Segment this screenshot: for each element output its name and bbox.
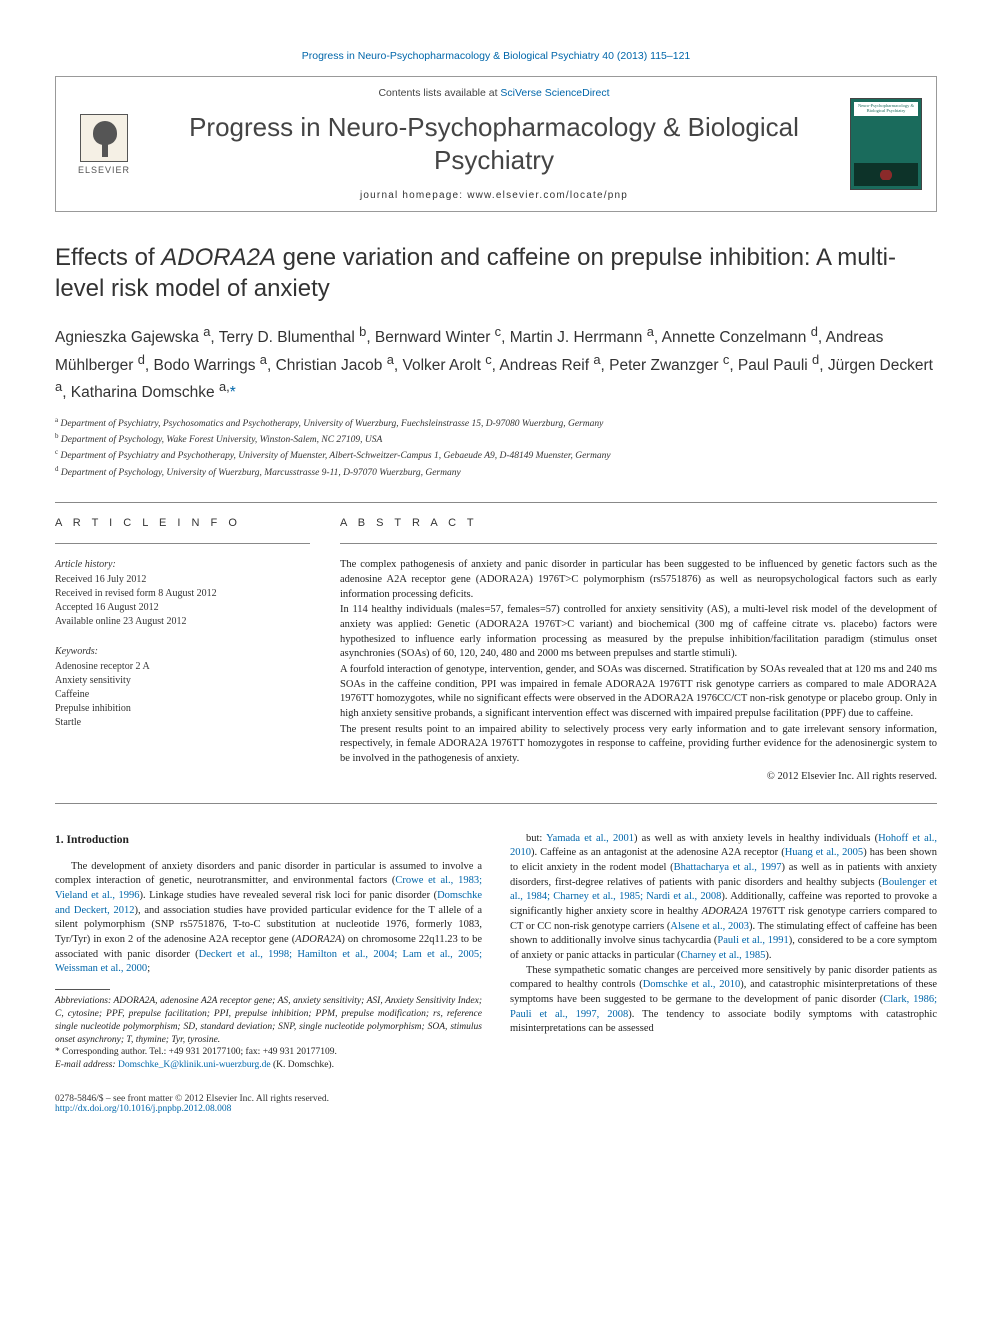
article-info-label: A R T I C L E I N F O	[55, 517, 310, 529]
scidirect-link[interactable]: SciVerse ScienceDirect	[500, 87, 609, 99]
journal-homepage: journal homepage: www.elsevier.com/locat…	[150, 190, 838, 201]
corresponding-author: * Corresponding author. Tel.: +49 931 20…	[55, 1046, 482, 1059]
journal-cover-thumb: Neuro-Psychopharmacology & Biological Ps…	[850, 98, 922, 190]
email-label: E-mail address:	[55, 1060, 118, 1070]
abstract-text: The complex pathogenesis of anxiety and …	[340, 558, 937, 784]
email-suffix: (K. Domschke).	[271, 1060, 334, 1070]
intro-heading: 1. Introduction	[55, 832, 482, 848]
rule-bottom	[55, 803, 937, 804]
elsevier-tree-icon	[80, 114, 128, 162]
rule-info	[55, 543, 310, 544]
cover-art	[854, 120, 918, 186]
copyright-line: © 2012 Elsevier Inc. All rights reserved…	[340, 770, 937, 785]
footnote-rule	[55, 989, 110, 990]
keyword: Prepulse inhibition	[55, 702, 310, 716]
abstract-p2: In 114 healthy individuals (males=57, fe…	[340, 603, 937, 662]
intro-para-left: The development of anxiety disorders and…	[55, 860, 482, 978]
affiliation-line: b Department of Psychology, Wake Forest …	[55, 431, 937, 447]
history-head: Article history:	[55, 558, 310, 572]
keyword: Adenosine receptor 2 A	[55, 660, 310, 674]
abstract-p1: The complex pathogenesis of anxiety and …	[340, 558, 937, 602]
publisher-name: ELSEVIER	[78, 165, 130, 175]
history-line: Accepted 16 August 2012	[55, 601, 310, 615]
affiliations: a Department of Psychiatry, Psychosomati…	[55, 415, 937, 481]
page-footer: 0278-5846/$ – see front matter © 2012 El…	[55, 1094, 937, 1114]
history-line: Received in revised form 8 August 2012	[55, 587, 310, 601]
affiliation-line: a Department of Psychiatry, Psychosomati…	[55, 415, 937, 431]
rule-abstract	[340, 543, 937, 544]
article-title: Effects of ADORA2A gene variation and ca…	[55, 242, 937, 304]
title-pre: Effects of	[55, 244, 161, 271]
intro-para-right-1: but: Yamada et al., 2001) as well as wit…	[510, 832, 937, 964]
abstract-label: A B S T R A C T	[340, 517, 937, 529]
journal-header: ELSEVIER Contents lists available at Sci…	[55, 76, 937, 212]
history-line: Available online 23 August 2012	[55, 615, 310, 629]
keyword: Startle	[55, 716, 310, 730]
email-line: E-mail address: Domschke_K@klinik.uni-wu…	[55, 1059, 482, 1072]
abbreviations: Abbreviations: ADORA2A, adenosine A2A re…	[55, 995, 482, 1046]
journal-citation[interactable]: Progress in Neuro-Psychopharmacology & B…	[55, 50, 937, 62]
history-line: Received 16 July 2012	[55, 573, 310, 587]
keywords-block: Keywords: Adenosine receptor 2 AAnxiety …	[55, 645, 310, 730]
body-col-right: but: Yamada et al., 2001) as well as wit…	[510, 832, 937, 1072]
footnotes: Abbreviations: ADORA2A, adenosine A2A re…	[55, 995, 482, 1072]
doi-link[interactable]: http://dx.doi.org/10.1016/j.pnpbp.2012.0…	[55, 1104, 231, 1114]
contents-line: Contents lists available at SciVerse Sci…	[150, 87, 838, 99]
cover-label: Neuro-Psychopharmacology & Biological Ps…	[854, 102, 918, 116]
email-link[interactable]: Domschke_K@klinik.uni-wuerzburg.de	[118, 1060, 271, 1070]
abstract-p4: The present results point to an impaired…	[340, 723, 937, 767]
journal-name: Progress in Neuro-Psychopharmacology & B…	[150, 111, 838, 176]
contents-prefix: Contents lists available at	[378, 87, 500, 99]
author-list: Agnieszka Gajewska a, Terry D. Blumentha…	[55, 322, 937, 404]
title-gene: ADORA2A	[161, 244, 276, 271]
keyword: Caffeine	[55, 688, 310, 702]
affiliation-line: c Department of Psychiatry and Psychothe…	[55, 447, 937, 463]
article-history: Article history: Received 16 July 2012Re…	[55, 558, 310, 629]
rule-top	[55, 502, 937, 503]
body-col-left: 1. Introduction The development of anxie…	[55, 832, 482, 1072]
front-matter: 0278-5846/$ – see front matter © 2012 El…	[55, 1094, 329, 1104]
keyword: Anxiety sensitivity	[55, 674, 310, 688]
intro-para-right-2: These sympathetic somatic changes are pe…	[510, 964, 937, 1037]
abstract-p3: A fourfold interaction of genotype, inte…	[340, 663, 937, 722]
affiliation-line: d Department of Psychology, University o…	[55, 464, 937, 480]
elsevier-logo: ELSEVIER	[70, 107, 138, 182]
keywords-head: Keywords:	[55, 645, 310, 659]
